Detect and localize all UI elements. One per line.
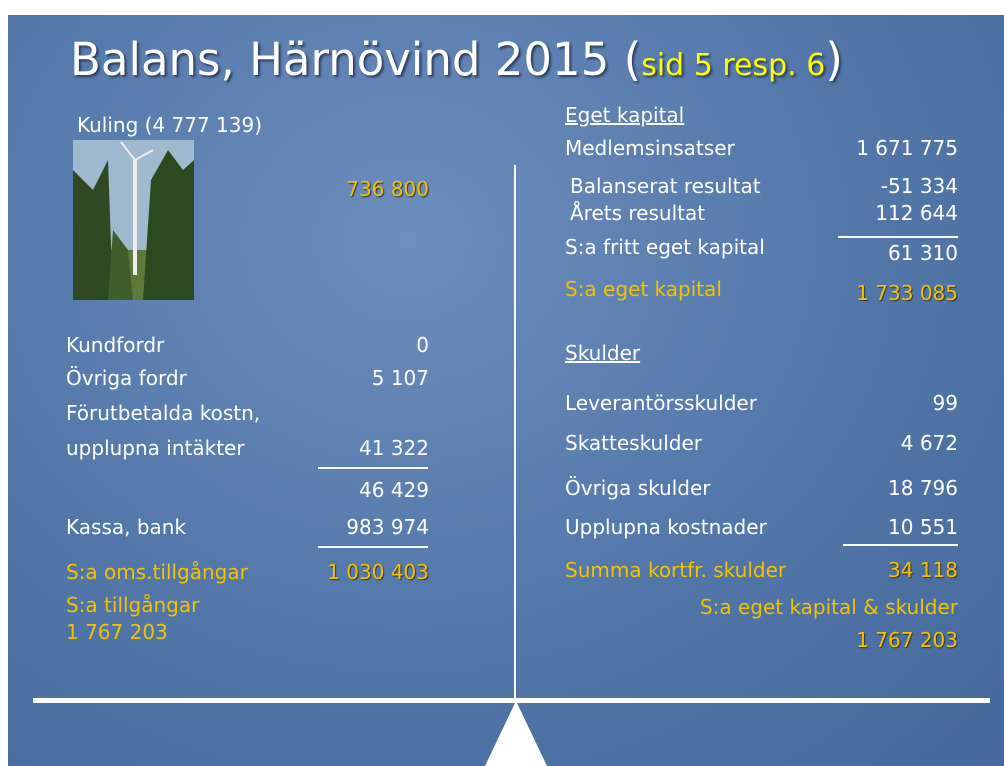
row-label: Upplupna kostnader	[565, 515, 767, 539]
row-value: 46 429	[359, 478, 429, 502]
paren: (	[624, 33, 642, 86]
row-value: 18 796	[888, 476, 958, 500]
scale-fulcrum	[485, 701, 547, 766]
row-label: Årets resultat	[570, 201, 705, 225]
row-value: 1 733 085	[856, 281, 958, 305]
row-label: Övriga skulder	[565, 476, 711, 500]
row-value: 61 310	[888, 241, 958, 265]
share-label: Kuling (4 777 139)	[77, 113, 262, 137]
sum-line	[318, 467, 428, 469]
row-value: 1 671 775	[856, 136, 958, 160]
row-label: Medlemsinsatser	[565, 136, 735, 160]
slide: Balans, Härnövind 2015 (sid 5 resp. 6) K…	[8, 15, 1004, 766]
row-label: Skatteskulder	[565, 431, 702, 455]
total-label: S:a eget kapital & skulder	[700, 595, 958, 619]
row-value: 4 672	[901, 431, 958, 455]
row-value: 5 107	[372, 366, 429, 390]
row-label: S:a fritt eget kapital	[565, 235, 765, 259]
share-value: 736 800	[346, 177, 429, 201]
row-label: Förutbetalda kostn,	[66, 401, 260, 425]
row-label: Leverantörsskulder	[565, 391, 757, 415]
total-value: 1 767 203	[856, 628, 958, 652]
row-value: 99	[933, 391, 958, 415]
total-label: S:a tillgångar	[66, 593, 199, 617]
row-value: 1 030 403	[327, 560, 429, 584]
row-value: 10 551	[888, 515, 958, 539]
row-label: Balanserat resultat	[570, 174, 761, 198]
row-label: S:a eget kapital	[565, 277, 722, 301]
row-value: 112 644	[875, 201, 958, 225]
sum-line	[838, 236, 958, 238]
heading: Eget kapital	[565, 103, 684, 127]
row-value: 34 118	[888, 558, 958, 582]
row-label: S:a oms.tillgångar	[66, 560, 248, 584]
heading: Skulder	[565, 341, 640, 365]
sum-line	[318, 546, 428, 548]
paren: )	[825, 33, 843, 86]
total-value: 1 767 203	[66, 620, 168, 644]
row-label: Övriga fordr	[66, 366, 187, 390]
title-text: Balans, Härnövind 2015	[70, 33, 609, 86]
sum-line	[843, 544, 958, 546]
row-value: -51 334	[881, 174, 958, 198]
photo	[73, 140, 194, 300]
title: Balans, Härnövind 2015 (sid 5 resp. 6)	[70, 33, 843, 86]
title-ref: sid 5 resp. 6	[641, 48, 825, 83]
row-label: upplupna intäkter	[66, 436, 245, 460]
divider	[514, 165, 516, 700]
row-value: 983 974	[346, 515, 429, 539]
row-value: 41 322	[359, 436, 429, 460]
row-label: Kassa, bank	[66, 515, 186, 539]
row-label: Kundfordr	[66, 333, 164, 357]
row-label: Summa kortfr. skulder	[565, 558, 786, 582]
row-value: 0	[416, 333, 429, 357]
